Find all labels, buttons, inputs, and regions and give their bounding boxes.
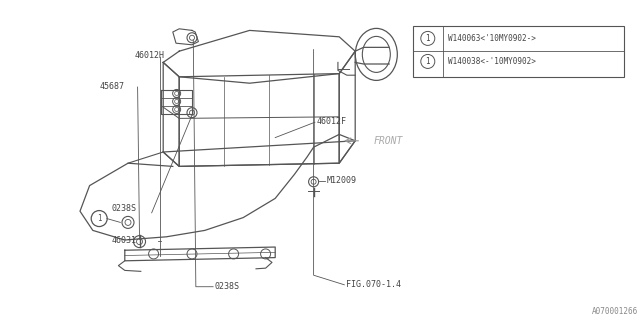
- Text: 45687: 45687: [99, 82, 124, 91]
- Text: W140063<'10MY0902->: W140063<'10MY0902->: [448, 34, 536, 43]
- Text: FRONT: FRONT: [373, 136, 403, 146]
- Text: 1: 1: [426, 57, 430, 66]
- Text: A070001266: A070001266: [592, 307, 638, 316]
- Text: 46031: 46031: [112, 236, 137, 244]
- Text: 1: 1: [426, 34, 430, 43]
- Text: 46012F: 46012F: [317, 117, 347, 126]
- Text: FIG.070-1.4: FIG.070-1.4: [346, 280, 401, 289]
- Text: M12009: M12009: [326, 176, 356, 185]
- Text: 0238S: 0238S: [214, 282, 239, 291]
- Text: W140038<-'10MY0902>: W140038<-'10MY0902>: [448, 57, 536, 66]
- Text: 46012H: 46012H: [134, 51, 164, 60]
- Text: 1: 1: [97, 214, 102, 223]
- Text: 0238S: 0238S: [112, 204, 137, 212]
- Bar: [413, 26, 624, 77]
